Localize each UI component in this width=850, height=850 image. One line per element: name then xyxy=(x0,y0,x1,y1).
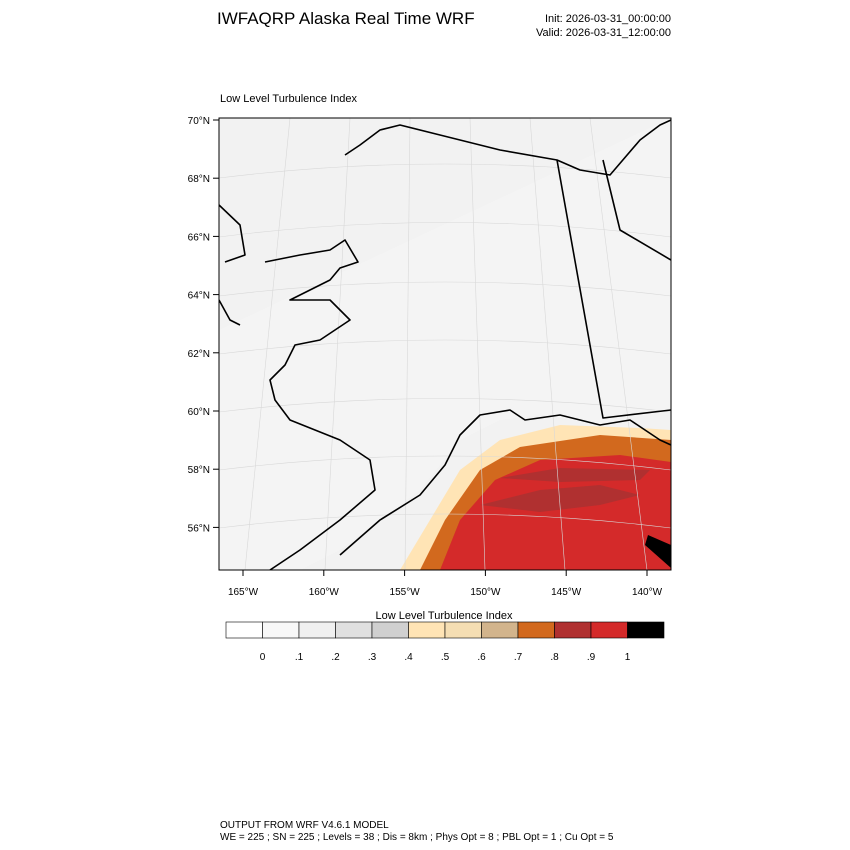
colorbar-label: .8 xyxy=(550,652,559,663)
lat-label: 60°N xyxy=(188,407,210,418)
colorbar-box xyxy=(335,621,373,639)
footer-line: OUTPUT FROM WRF V4.6.1 MODEL xyxy=(220,820,389,831)
colorbar-box xyxy=(627,621,665,639)
colorbar-box xyxy=(262,621,300,639)
colorbar-label: .9 xyxy=(587,652,596,663)
lat-label: 64°N xyxy=(188,291,210,302)
colorbar-box xyxy=(517,621,555,639)
map-area xyxy=(219,118,671,570)
colorbar-label: .5 xyxy=(441,652,450,663)
colorbar-box xyxy=(408,621,446,639)
lon-label: 165°W xyxy=(228,587,259,598)
footer-line: WE = 225 ; SN = 225 ; Levels = 38 ; Dis … xyxy=(220,832,614,843)
valid-time: Valid: 2026-03-31_12:00:00 xyxy=(536,27,671,39)
colorbar-box xyxy=(481,621,519,639)
lat-label: 68°N xyxy=(188,174,210,185)
title: IWFAQRP Alaska Real Time WRF xyxy=(217,9,475,28)
colorbar-box xyxy=(444,621,482,639)
lon-label: 150°W xyxy=(470,587,501,598)
colorbar-label: .2 xyxy=(331,652,340,663)
lon-label: 140°W xyxy=(632,587,663,598)
colorbar-label: .4 xyxy=(404,652,413,663)
lat-label: 70°N xyxy=(188,116,210,127)
init-time: Init: 2026-03-31_00:00:00 xyxy=(545,13,671,25)
colorbar-box xyxy=(554,621,592,639)
colorbar-label: .1 xyxy=(295,652,304,663)
lon-label: 155°W xyxy=(390,587,421,598)
colorbar-box xyxy=(298,621,336,639)
lat-label: 62°N xyxy=(188,349,210,360)
map-subtitle: Low Level Turbulence Index xyxy=(220,93,357,105)
colorbar-box xyxy=(371,621,409,639)
lon-label: 145°W xyxy=(551,587,582,598)
colorbar-label: .3 xyxy=(368,652,377,663)
colorbar-box xyxy=(590,621,628,639)
colorbar-label: .7 xyxy=(514,652,523,663)
lat-label: 66°N xyxy=(188,232,210,243)
colorbar-label: 0 xyxy=(260,652,266,663)
colorbar-label: .6 xyxy=(477,652,486,663)
map-frame xyxy=(218,117,672,571)
colorbar-title: Low Level Turbulence Index xyxy=(376,610,513,622)
lat-label: 56°N xyxy=(188,523,210,534)
lat-label: 58°N xyxy=(188,465,210,476)
colorbar-box xyxy=(225,621,263,639)
lon-label: 160°W xyxy=(309,587,340,598)
colorbar-label: 1 xyxy=(625,652,631,663)
